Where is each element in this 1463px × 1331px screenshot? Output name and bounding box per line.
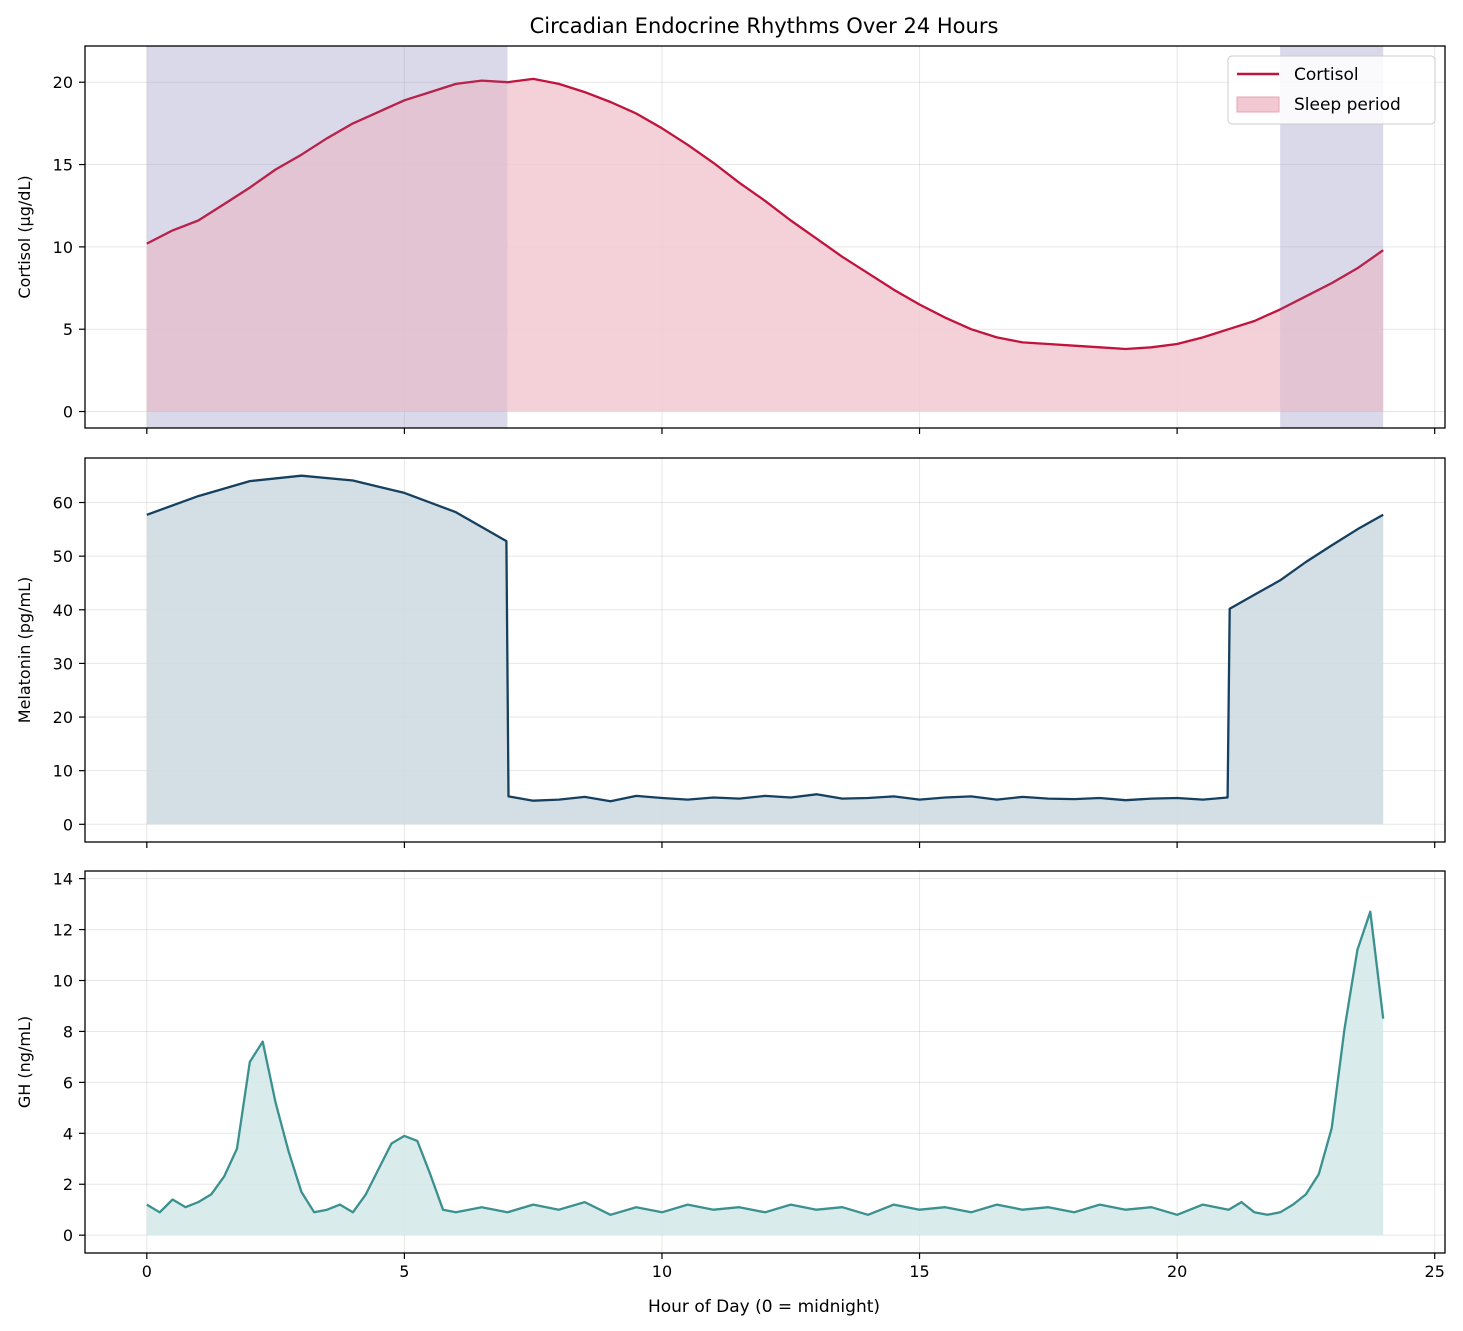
- melatonin-area: [146, 475, 1384, 825]
- y-tick-label: 60: [53, 494, 73, 513]
- y-tick-label: 15: [53, 156, 73, 175]
- cortisol-panel: 0 5 10 15 20 Cortisol (μg/dL) Cortisol Sleep pe…: [15, 45, 1446, 434]
- x-tick-label: 5: [399, 1262, 409, 1281]
- y-tick-label: 0: [63, 815, 73, 834]
- melatonin-panel: 0 10 20 30 40 50 60 Melatonin (pg/mL): [15, 457, 1446, 848]
- axes-frame: [84, 457, 1446, 843]
- gh-line: [146, 910, 1385, 1216]
- y-tick-label: 0: [63, 1226, 73, 1245]
- y-tick-label: 10: [53, 762, 73, 781]
- y-tick-label: 10: [53, 238, 73, 257]
- y-tick-label: 20: [53, 708, 73, 727]
- x-tick-label: 10: [652, 1262, 672, 1281]
- y-tick-label: 20: [53, 73, 73, 92]
- cortisol-line: [146, 77, 1384, 351]
- gh-y-axis-label: GH (ng/mL): [15, 1016, 34, 1108]
- x-axis-label: Hour of Day (0 = midnight): [648, 1297, 880, 1317]
- y-tick-label: 6: [63, 1073, 73, 1092]
- legend-cortisol-label: Cortisol: [1294, 65, 1359, 85]
- sleep-span-overlay-0: [146, 46, 508, 428]
- y-tick-label: 4: [63, 1124, 73, 1143]
- y-tick-label: 14: [53, 870, 73, 889]
- y-tick-label: 50: [53, 547, 73, 566]
- y-tick-label: 10: [53, 972, 73, 991]
- y-tick-label: 0: [63, 403, 73, 422]
- x-tick-label: 20: [1167, 1262, 1187, 1281]
- legend-sleep-label: Sleep period: [1294, 95, 1401, 115]
- gh-area: [146, 911, 1384, 1236]
- legend-box: [1227, 55, 1436, 125]
- y-tick-label: 2: [63, 1175, 73, 1194]
- y-tick-label: 5: [63, 320, 73, 339]
- cortisol-area: [146, 78, 1384, 412]
- cortisol-y-axis-label: Cortisol (μg/dL): [15, 175, 34, 298]
- melatonin-y-axis-label: Melatonin (pg/mL): [15, 577, 34, 723]
- gh-panel: 0 5 10 15 20 25 0 2 4 6 8 10 12 14 GH (ng/mL): [15, 870, 1446, 1281]
- x-tick-label: 15: [909, 1262, 929, 1281]
- y-tick-label: 12: [53, 921, 73, 940]
- figure-title: Circadian Endocrine Rhythms Over 24 Hour…: [530, 14, 999, 38]
- melatonin-line: [146, 474, 1384, 803]
- axes-frame: [84, 45, 1446, 429]
- y-tick-label: 40: [53, 601, 73, 620]
- x-tick-label: 25: [1425, 1262, 1445, 1281]
- axes-frame: [84, 870, 1446, 1254]
- legend-sleep-swatch: [1236, 96, 1280, 113]
- y-tick-label: 30: [53, 654, 73, 673]
- y-tick-label: 8: [63, 1022, 73, 1041]
- x-tick-label: 0: [142, 1262, 152, 1281]
